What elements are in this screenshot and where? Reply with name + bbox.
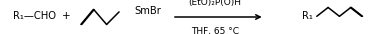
- Text: +: +: [62, 11, 70, 21]
- Text: THF, 65 °C: THF, 65 °C: [191, 27, 239, 34]
- Text: R₁—CHO: R₁—CHO: [13, 11, 56, 21]
- Text: R₁: R₁: [302, 11, 313, 21]
- Text: (EtO)₂P(O)H: (EtO)₂P(O)H: [188, 0, 241, 7]
- Text: SmBr: SmBr: [134, 6, 161, 16]
